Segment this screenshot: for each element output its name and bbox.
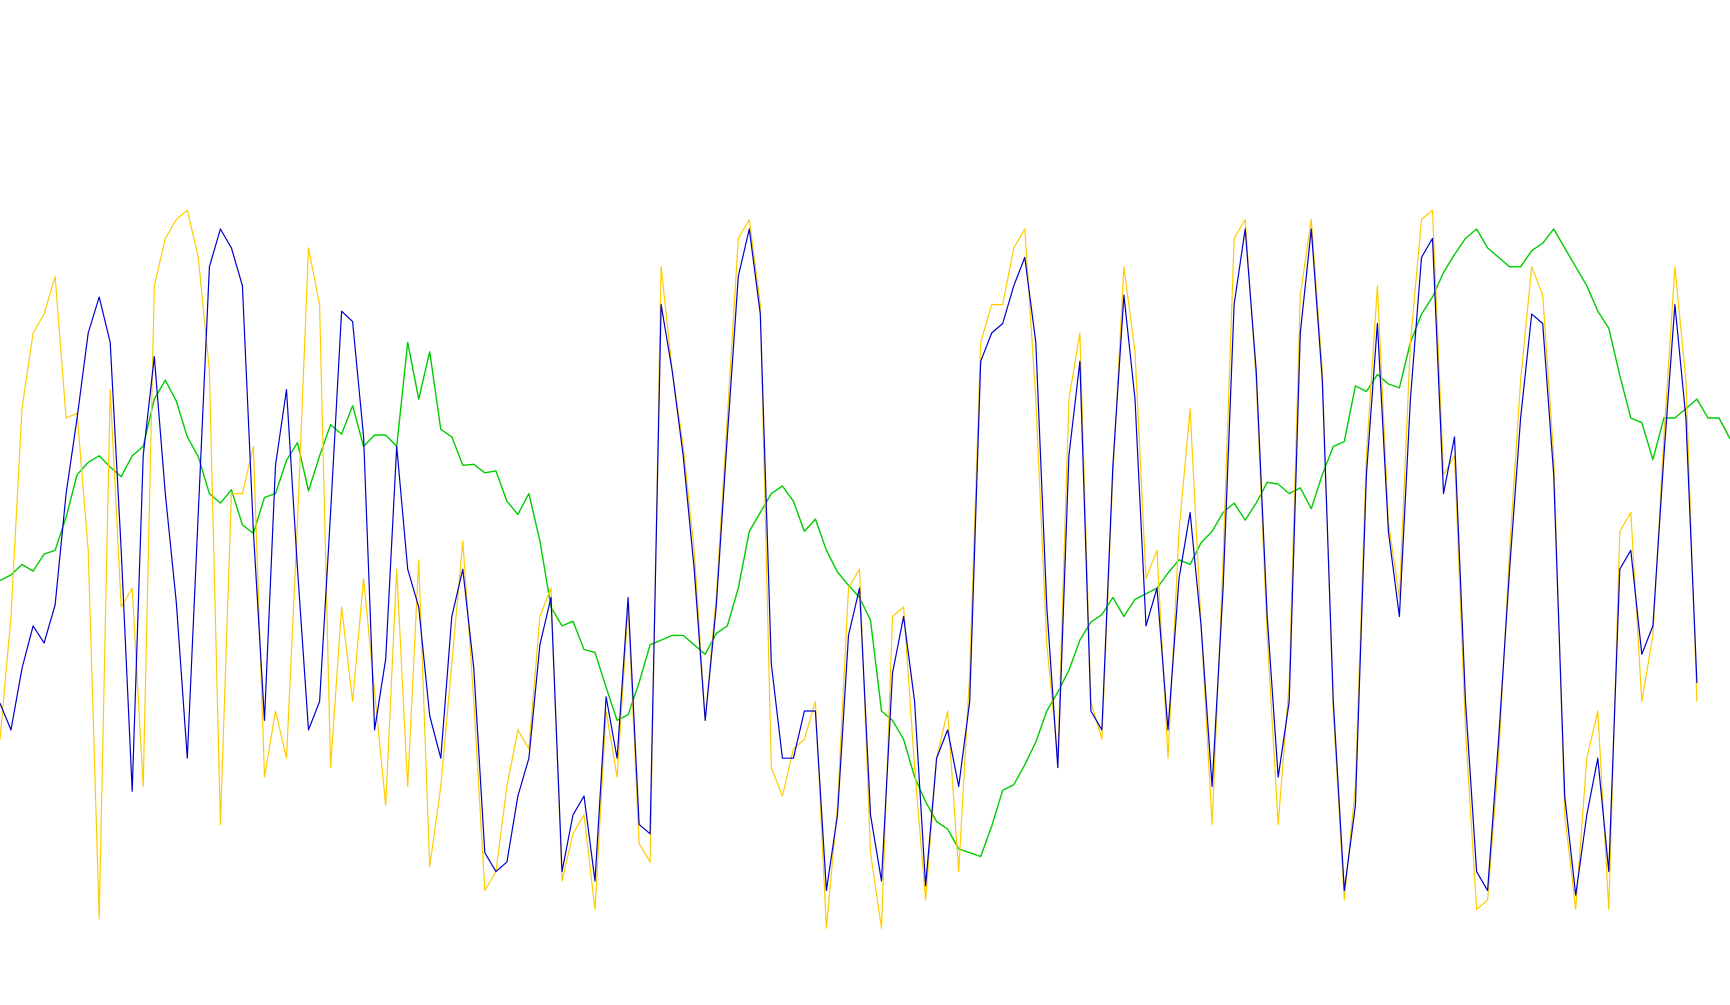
series-line-3 bbox=[0, 228, 1730, 858]
series-line-1 bbox=[0, 228, 1698, 896]
series-line-2 bbox=[0, 209, 1698, 929]
series-layer bbox=[0, 209, 1730, 929]
